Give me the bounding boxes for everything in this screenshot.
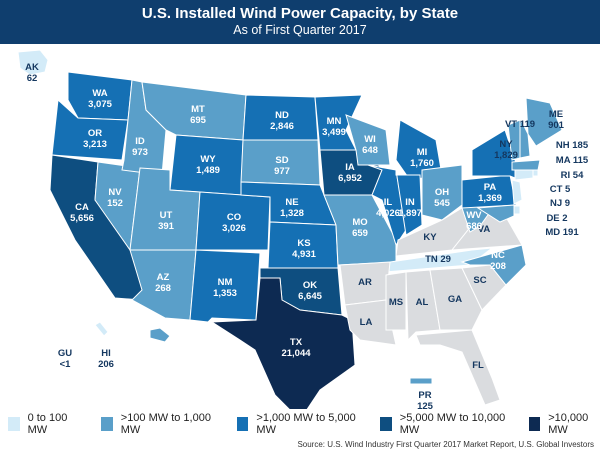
state-md [476, 204, 515, 223]
state-label-in: IN 1,897 [398, 197, 422, 219]
state-label-ak: AK 62 [25, 62, 39, 84]
map-subtitle: As of First Quarter 2017 [233, 23, 367, 37]
legend-item: >100 MW to 1,000 MW [101, 412, 215, 436]
state-label-ny: NY 1,829 [494, 139, 518, 161]
state-label-ma: MA 115 [556, 155, 589, 166]
state-label-gu: GU <1 [58, 348, 72, 370]
map-title: U.S. Installed Wind Power Capacity, by S… [141, 5, 459, 22]
state-label-al: AL [416, 297, 429, 308]
legend-item: >10,000 MW [528, 412, 600, 436]
state-nm [189, 249, 261, 323]
state-label-mi: MI 1,760 [410, 147, 434, 169]
legend-item: 0 to 100 MW [8, 412, 79, 436]
state-label-nj: NJ 9 [550, 198, 570, 209]
state-label-la: LA [360, 317, 373, 328]
legend-item: >5,000 MW to 10,000 MW [380, 412, 507, 436]
state-nh [519, 117, 531, 159]
state-oh [421, 164, 463, 221]
state-ri [532, 169, 539, 177]
state-label-nd: ND 2,846 [270, 110, 294, 132]
state-label-ga: GA [448, 294, 462, 305]
state-label-wa: WA 3,075 [88, 88, 112, 110]
state-label-va: VA [478, 224, 491, 235]
state-label-az: AZ 268 [155, 272, 171, 294]
state-ct [514, 169, 534, 181]
state-label-mo: MO 659 [352, 217, 368, 239]
state-fl [415, 329, 501, 406]
state-label-tx: TX 21,044 [281, 337, 311, 359]
state-label-vt: VT 119 [505, 119, 535, 130]
state-la [344, 299, 397, 346]
state-label-md: MD 191 [545, 227, 579, 238]
legend-item: >1,000 MW to 5,000 MW [236, 412, 358, 436]
state-label-ks: KS 4,931 [292, 238, 316, 260]
state-label-wy: WY 1,489 [196, 154, 220, 176]
state-ms [385, 271, 407, 331]
legend-swatch [8, 417, 20, 431]
state-label-fl: FL [472, 360, 484, 371]
state-nj [511, 179, 523, 205]
state-de [513, 205, 521, 215]
legend-swatch [528, 417, 541, 431]
state-label-nv: NV 152 [107, 187, 123, 209]
state-label-de: DE 2 [546, 213, 567, 224]
state-label-ia: IA 6,952 [338, 162, 362, 184]
state-label-nm: NM 1,353 [213, 277, 237, 299]
us-map: AK 62 WA 3,075 OR 3,213 CA 5,656 NV 152 ID 973 MT 695… [17, 49, 589, 409]
state-tx [210, 277, 356, 409]
state-label-sc: SC [473, 275, 486, 286]
state-me [525, 97, 563, 147]
state-label-nc: NC 208 [490, 250, 506, 272]
state-label-mn: MN 3,499 [322, 116, 346, 138]
state-label-wi: WI 648 [362, 134, 378, 156]
state-label-sd: SD 977 [274, 155, 290, 177]
state-ma [511, 159, 541, 171]
state-label-ok: OK 6,645 [298, 280, 322, 302]
state-label-me: ME 901 [548, 109, 565, 131]
state-label-nh: NH 185 [556, 140, 589, 151]
state-label-pr: PR 125 [417, 390, 434, 409]
state-label-ms: MS [389, 297, 403, 308]
state-label-ky: KY [423, 232, 437, 243]
state-label-ne: NE 1,328 [280, 197, 304, 219]
state-label-or: OR 3,213 [83, 128, 107, 150]
state-label-wv: WV 686 [466, 210, 482, 232]
state-pa [461, 174, 517, 209]
legend-swatch [101, 417, 113, 431]
state-wi [345, 114, 391, 166]
legend-swatch [380, 417, 392, 431]
state-label-id: ID 973 [132, 136, 148, 158]
state-label-co: CO 3,026 [222, 212, 246, 234]
state-label-oh: OH 545 [434, 187, 451, 209]
state-or [51, 98, 129, 161]
state-label-pa: PA 1,369 [478, 182, 502, 204]
state-mn [314, 94, 363, 151]
state-label-ar: AR [358, 277, 372, 288]
state-hi [149, 327, 171, 343]
state-label-mt: MT 695 [190, 104, 207, 126]
state-label-ct: CT 5 [550, 184, 571, 195]
state-ak [17, 49, 49, 76]
state-in [395, 169, 423, 236]
title-banner: U.S. Installed Wind Power Capacity, by S… [0, 0, 600, 44]
legend: 0 to 100 MW >100 MW to 1,000 MW >1,000 M… [8, 412, 600, 436]
state-label-ca: CA 5,656 [70, 202, 94, 224]
state-label-il: IL 4,026 [376, 197, 400, 219]
state-label-ri: RI 54 [561, 170, 584, 181]
state-label-hi: HI 206 [98, 348, 114, 370]
source-note: Source: U.S. Wind Industry First Quarter… [297, 440, 594, 449]
state-gu [94, 321, 109, 337]
state-pr [409, 377, 433, 385]
state-label-tn: TN 29 [425, 254, 451, 265]
state-ny [471, 129, 521, 181]
legend-swatch [236, 417, 249, 431]
state-label-ut: UT 391 [158, 210, 175, 232]
state-al [405, 269, 441, 342]
